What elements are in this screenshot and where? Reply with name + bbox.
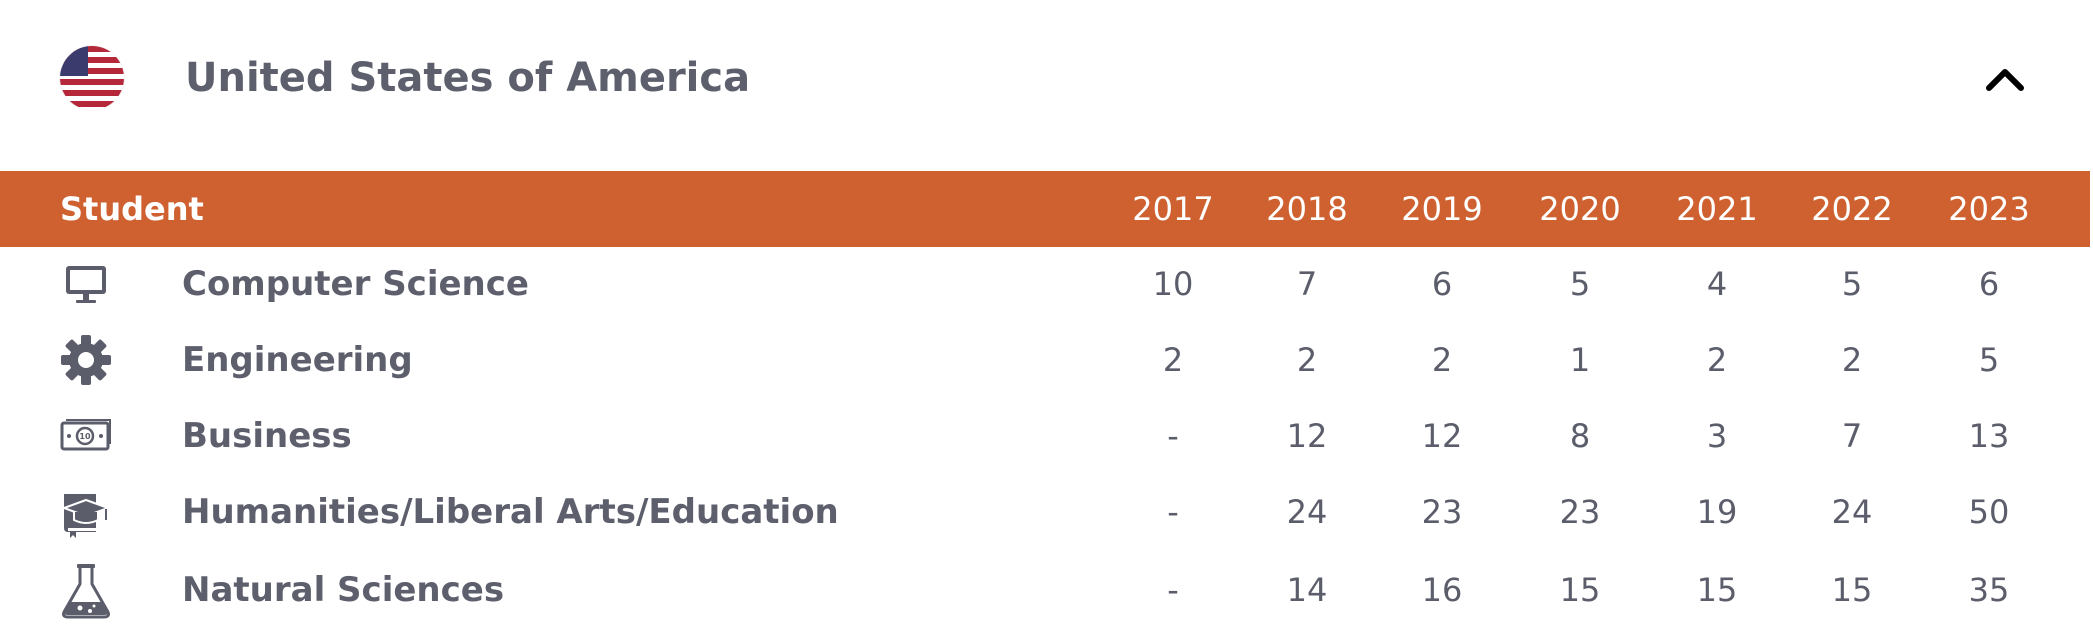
graduation-book-icon: [56, 482, 116, 542]
table-cell: -: [1167, 493, 1179, 531]
table-cell: 2: [1162, 341, 1184, 379]
column-header-year: 2018: [1266, 190, 1348, 228]
table-header: Student 2017 2018 2019 2020 2021 2022 20…: [0, 171, 2090, 247]
table-cell: 15: [1696, 571, 1738, 609]
table-cell: 13: [1968, 417, 2010, 455]
table-row: Humanities/Liberal Arts/Education - 24 2…: [0, 474, 2093, 550]
table-cell: 2: [1431, 341, 1453, 379]
table-cell: 2: [1706, 341, 1728, 379]
table-cell: 12: [1286, 417, 1328, 455]
column-header-year: 2017: [1132, 190, 1214, 228]
country-header[interactable]: United States of America: [0, 0, 2093, 170]
table-cell: 4: [1706, 265, 1728, 303]
row-label: Engineering: [182, 340, 413, 380]
table-cell: 35: [1968, 571, 2010, 609]
table-cell: 8: [1569, 417, 1591, 455]
row-label: Business: [182, 416, 352, 456]
column-header-student: Student: [60, 190, 204, 228]
table-cell: 19: [1696, 493, 1738, 531]
table-cell: -: [1167, 417, 1179, 455]
table-cell: -: [1167, 571, 1179, 609]
table-cell: 23: [1421, 493, 1463, 531]
table-cell: 23: [1559, 493, 1601, 531]
monitor-icon: [56, 254, 116, 314]
table-cell: 5: [1978, 341, 2000, 379]
table-cell: 24: [1831, 493, 1873, 531]
column-header-year: 2023: [1948, 190, 2030, 228]
column-header-year: 2020: [1539, 190, 1621, 228]
row-label: Humanities/Liberal Arts/Education: [182, 492, 839, 532]
column-header-year: 2019: [1401, 190, 1483, 228]
table-cell: 2: [1296, 341, 1318, 379]
table-cell: 15: [1559, 571, 1601, 609]
table-cell: 6: [1978, 265, 2000, 303]
table-cell: 1: [1569, 341, 1591, 379]
money-bill-icon: 10: [56, 406, 116, 466]
table-cell: 50: [1968, 493, 2010, 531]
table-cell: 15: [1831, 571, 1873, 609]
table-cell: 5: [1841, 265, 1863, 303]
table-cell: 14: [1286, 571, 1328, 609]
table-cell: 10: [1152, 265, 1194, 303]
table-row: Natural Sciences - 14 16 15 15 15 35: [0, 552, 2093, 628]
column-header-year: 2022: [1811, 190, 1893, 228]
row-label: Computer Science: [182, 264, 529, 304]
table-cell: 2: [1841, 341, 1863, 379]
column-header-year: 2021: [1676, 190, 1758, 228]
table-cell: 12: [1421, 417, 1463, 455]
table-cell: 7: [1296, 265, 1318, 303]
us-flag-icon: [60, 46, 124, 110]
table-cell: 5: [1569, 265, 1591, 303]
table-cell: 6: [1431, 265, 1453, 303]
gear-icon: [56, 330, 116, 390]
row-label: Natural Sciences: [182, 570, 505, 610]
table-row: Engineering 2 2 2 1 2 2 5: [0, 322, 2093, 398]
table-cell: 24: [1286, 493, 1328, 531]
table-cell: 16: [1421, 571, 1463, 609]
table-cell: 3: [1706, 417, 1728, 455]
table-row: Computer Science 10 7 6 5 4 5 6: [0, 246, 2093, 322]
svg-text:10: 10: [79, 432, 91, 441]
country-title: United States of America: [185, 55, 751, 101]
table-row: 10 Business - 12 12 8 3 7 13: [0, 398, 2093, 474]
flask-icon: [56, 560, 116, 620]
chevron-up-icon[interactable]: [1980, 58, 2030, 98]
table-cell: 7: [1841, 417, 1863, 455]
